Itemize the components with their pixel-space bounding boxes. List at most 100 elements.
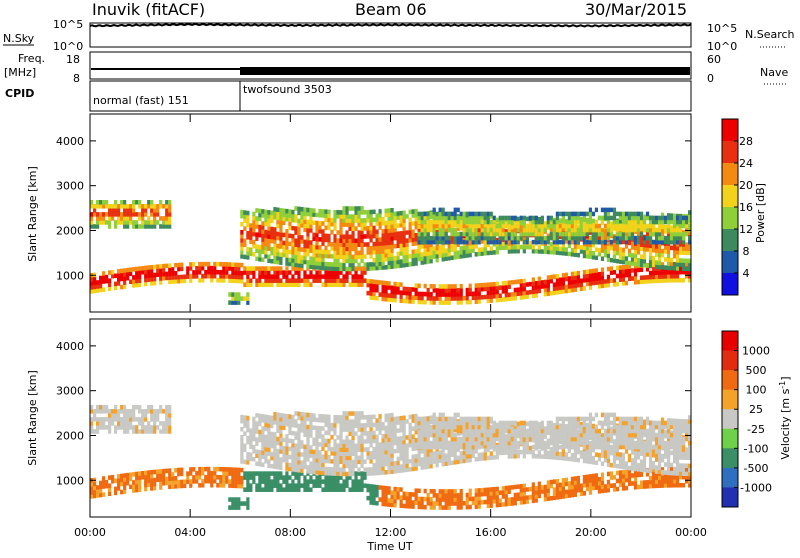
velocity-cell <box>318 466 321 471</box>
power-cell <box>336 274 339 279</box>
velocity-cell <box>415 496 418 501</box>
power-cell <box>487 224 490 229</box>
power-cell <box>270 251 273 256</box>
velocity-cell <box>384 430 387 435</box>
power-cell <box>342 263 345 268</box>
power-cell <box>484 236 487 241</box>
power-cell <box>369 226 372 231</box>
power-cell <box>384 225 387 230</box>
power-cell <box>439 224 442 229</box>
power-cell <box>339 278 342 283</box>
velocity-cell <box>117 482 120 487</box>
power-cell <box>595 236 598 241</box>
power-cell <box>445 232 448 237</box>
power-cell <box>397 244 400 249</box>
power-cell <box>384 257 387 262</box>
power-cell <box>324 282 327 287</box>
velocity-cell <box>487 437 490 442</box>
velocity-cell <box>345 444 348 449</box>
power-cell <box>174 263 177 268</box>
power-cell <box>312 278 315 283</box>
velocity-cell <box>276 461 279 466</box>
velocity-cell <box>406 459 409 464</box>
power-cell <box>610 270 613 275</box>
power-cell <box>156 212 159 217</box>
velocity-cell <box>141 417 144 422</box>
power-cell <box>460 300 463 305</box>
velocity-cell <box>264 439 267 444</box>
power-cell <box>330 254 333 259</box>
power-cell <box>138 216 141 221</box>
power-cell <box>655 275 658 280</box>
power-cell <box>586 232 589 237</box>
power-cell <box>384 289 387 294</box>
velocity-cell <box>273 475 276 480</box>
velocity-cell <box>433 501 436 506</box>
power-cell <box>463 228 466 233</box>
power-cell <box>589 277 592 282</box>
power-cell <box>363 222 366 227</box>
power-cell <box>258 249 261 254</box>
power-cell <box>213 270 216 275</box>
velocity-cell <box>333 443 336 448</box>
velocity-cell <box>484 421 487 426</box>
velocity-cell <box>421 501 424 506</box>
power-cell <box>360 218 363 223</box>
velocity-cell <box>177 468 180 473</box>
velocity-cell <box>433 441 436 446</box>
power-cell <box>273 266 276 271</box>
power-cell <box>685 246 688 251</box>
velocity-cell <box>394 421 397 426</box>
power-cell <box>312 265 315 270</box>
power-cell <box>282 241 285 246</box>
colorbar-swatch <box>722 119 738 142</box>
velocity-cell <box>267 435 270 440</box>
power-cell <box>198 262 201 267</box>
power-cell <box>394 286 397 291</box>
velocity-cell <box>120 405 123 410</box>
velocity-cell <box>279 487 282 492</box>
velocity-cell <box>252 471 255 476</box>
power-cell <box>412 213 415 218</box>
power-cell <box>144 266 147 271</box>
velocity-cell <box>285 483 288 488</box>
velocity-cell <box>436 459 439 464</box>
velocity-cell <box>375 418 378 423</box>
velocity-cell <box>387 466 390 471</box>
velocity-cell <box>439 417 442 422</box>
velocity-cell <box>375 443 378 448</box>
power-cell <box>207 262 210 267</box>
velocity-cell <box>406 496 409 501</box>
velocity-cell <box>384 438 387 443</box>
power-cell <box>430 220 433 225</box>
power-cell <box>330 242 333 247</box>
velocity-cell <box>168 417 171 422</box>
velocity-cell <box>318 418 321 423</box>
power-cell <box>451 212 454 217</box>
velocity-cell <box>348 468 351 473</box>
power-cell <box>616 266 619 271</box>
power-cell <box>246 266 249 271</box>
power-cell <box>487 220 490 225</box>
velocity-cell <box>186 479 189 484</box>
power-cell <box>628 232 631 237</box>
power-cell <box>568 212 571 217</box>
power-cell <box>448 300 451 305</box>
power-cell <box>141 216 144 221</box>
power-cell <box>378 257 381 262</box>
power-cell <box>369 246 372 251</box>
velocity-cell <box>391 413 394 418</box>
velocity-cell <box>297 436 300 441</box>
power-cell <box>372 242 375 247</box>
power-cell <box>463 254 466 259</box>
power-cell <box>207 274 210 279</box>
power-cell <box>640 242 643 247</box>
velocity-cell <box>129 421 132 426</box>
velocity-cell <box>324 422 327 427</box>
power-cell <box>330 218 333 223</box>
power-cell <box>415 295 418 300</box>
power-cell <box>315 245 318 250</box>
power-cell <box>297 219 300 224</box>
power-cell <box>607 267 610 272</box>
power-cell <box>387 241 390 246</box>
